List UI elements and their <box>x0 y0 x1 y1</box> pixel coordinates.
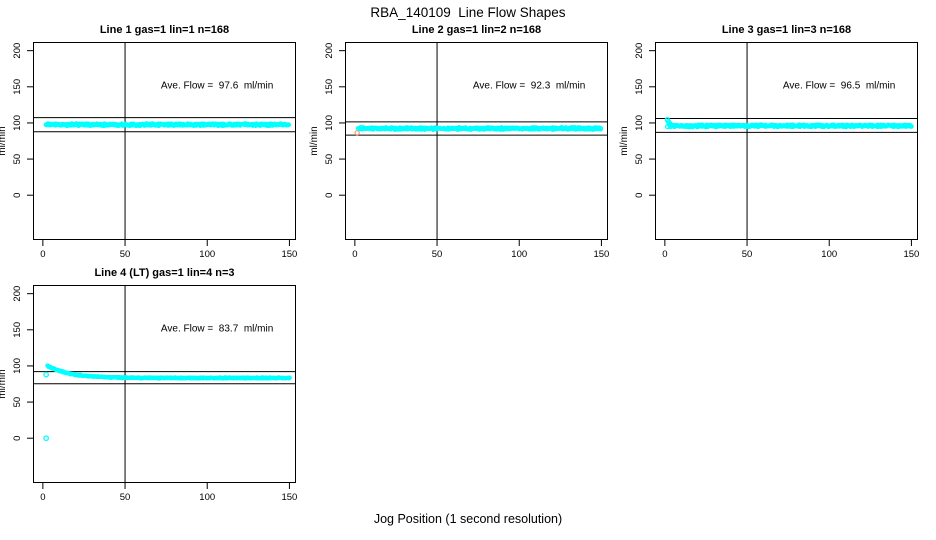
svg-text:150: 150 <box>281 249 297 260</box>
svg-text:Line 4 (LT) gas=1 lin=4 n=3: Line 4 (LT) gas=1 lin=4 n=3 <box>94 267 234 279</box>
line-1-plot-svg: 0 50 100 150 0 50 100 150 200 Line 1 gas=1 lin=1 … <box>0 24 297 260</box>
panel-line-4: 0 50 100 150 0 50 100 150 200 Line 4 (LT) gas=1 l… <box>0 267 297 503</box>
svg-text:100: 100 <box>12 115 23 131</box>
svg-text:50: 50 <box>432 249 443 260</box>
svg-text:Ave. Flow = 92.3 ml/min: Ave. Flow = 92.3 ml/min <box>473 81 585 92</box>
svg-text:150: 150 <box>12 322 23 338</box>
svg-text:100: 100 <box>821 249 837 260</box>
svg-text:0: 0 <box>12 436 23 441</box>
svg-text:50: 50 <box>742 249 753 260</box>
line-3-plot-svg: 0 50 100 150 0 50 100 150 200 Line 3 gas=1 lin=3 … <box>619 24 919 260</box>
line-4-plot-svg: 0 50 100 150 0 50 100 150 200 Line 4 (LT) gas=1 l… <box>0 267 297 503</box>
x-axis-label: Jog Position (1 second resolution) <box>373 512 563 526</box>
svg-text:ml/min: ml/min <box>309 126 320 155</box>
svg-text:100: 100 <box>634 115 645 131</box>
svg-text:150: 150 <box>281 492 297 503</box>
svg-text:0: 0 <box>352 249 357 260</box>
svg-text:0: 0 <box>662 249 667 260</box>
svg-text:50: 50 <box>12 397 23 408</box>
panel-line-1: 0 50 100 150 0 50 100 150 200 Line 1 gas=1 lin=1 … <box>0 24 297 260</box>
svg-text:Ave. Flow = 83.7 ml/min: Ave. Flow = 83.7 ml/min <box>161 324 273 335</box>
svg-text:150: 150 <box>324 79 335 95</box>
svg-text:0: 0 <box>634 193 645 198</box>
svg-text:0: 0 <box>40 249 45 260</box>
svg-text:100: 100 <box>199 249 215 260</box>
svg-text:50: 50 <box>634 154 645 165</box>
svg-text:0: 0 <box>324 193 335 198</box>
svg-text:ml/min: ml/min <box>619 126 630 155</box>
svg-text:0: 0 <box>40 492 45 503</box>
svg-text:Ave. Flow = 97.6 ml/min: Ave. Flow = 97.6 ml/min <box>161 81 273 92</box>
svg-text:100: 100 <box>511 249 527 260</box>
svg-text:ml/min: ml/min <box>0 369 8 398</box>
svg-text:50: 50 <box>12 154 23 165</box>
svg-text:50: 50 <box>324 154 335 165</box>
svg-text:150: 150 <box>12 79 23 95</box>
svg-text:100: 100 <box>324 115 335 131</box>
svg-text:Line 1 gas=1 lin=1 n=168: Line 1 gas=1 lin=1 n=168 <box>100 24 229 36</box>
panel-line-2: 0 50 100 150 0 50 100 150 200 Line 2 gas=1 lin=2 … <box>309 24 609 260</box>
svg-text:100: 100 <box>199 492 215 503</box>
figure-title: RBA_140109 Line Flow Shapes <box>370 5 566 20</box>
svg-text:0: 0 <box>12 193 23 198</box>
svg-text:50: 50 <box>120 492 131 503</box>
svg-text:Ave. Flow = 96.5 ml/min: Ave. Flow = 96.5 ml/min <box>783 81 895 92</box>
svg-text:150: 150 <box>903 249 919 260</box>
svg-text:200: 200 <box>12 43 23 59</box>
svg-text:50: 50 <box>120 249 131 260</box>
line-2-plot-svg: 0 50 100 150 0 50 100 150 200 Line 2 gas=1 lin=2 … <box>309 24 609 260</box>
svg-text:100: 100 <box>12 358 23 374</box>
svg-text:150: 150 <box>634 79 645 95</box>
svg-text:Line 3 gas=1 lin=3 n=168: Line 3 gas=1 lin=3 n=168 <box>722 24 851 36</box>
svg-text:200: 200 <box>324 43 335 59</box>
svg-text:200: 200 <box>634 43 645 59</box>
svg-text:Line 2 gas=1 lin=2 n=168: Line 2 gas=1 lin=2 n=168 <box>412 24 541 36</box>
svg-text:150: 150 <box>593 249 609 260</box>
svg-text:ml/min: ml/min <box>0 126 8 155</box>
svg-text:200: 200 <box>12 286 23 302</box>
panel-line-3: 0 50 100 150 0 50 100 150 200 Line 3 gas=1 lin=3 … <box>619 24 919 260</box>
